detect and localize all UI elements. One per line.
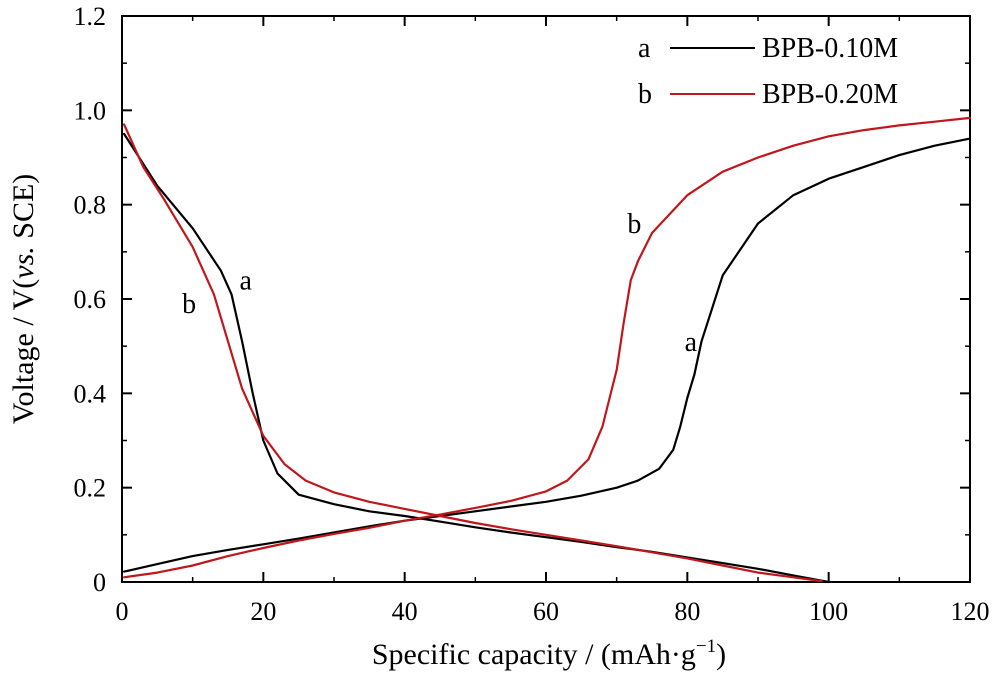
curve-label-b: b	[627, 209, 641, 240]
legend-label-a: BPB-0.10M	[762, 33, 898, 64]
curve-label-b: b	[182, 289, 196, 320]
y-tick-label: 0.2	[74, 474, 107, 503]
y-tick-label: 0	[93, 568, 106, 597]
y-tick-label: 1.0	[74, 96, 107, 125]
legend-key-a: a	[638, 33, 651, 64]
x-tick-label: 60	[533, 597, 559, 626]
y-tick-label: 0.6	[74, 285, 107, 314]
axis-ticks	[121, 15, 971, 583]
x-tick-label: 100	[809, 597, 848, 626]
curve-label-a: a	[239, 266, 252, 297]
tick-labels: 0 20 40 60 80 100 120 0 0.2 0.4 0.6 0.8 1.0 1.2	[74, 2, 990, 626]
x-axis-title-tail: )	[716, 638, 726, 671]
x-tick-label: 80	[674, 597, 700, 626]
y-axis-title-post: SCE)	[7, 174, 40, 247]
curve-a-charge	[123, 137, 972, 573]
y-tick-label: 0.8	[74, 191, 107, 220]
x-axis-title-main: Specific capacity / (mAh·g	[372, 638, 696, 671]
y-axis-title-pre: Voltage / V(	[7, 279, 40, 425]
curve-label-a: a	[685, 327, 698, 358]
legend-label-b: BPB-0.20M	[762, 79, 898, 110]
y-tick-label: 1.2	[74, 2, 107, 31]
y-tick-label: 0.4	[74, 379, 107, 408]
x-tick-label: 20	[250, 597, 276, 626]
x-axis-title-sup: −1	[696, 636, 716, 657]
x-tick-label: 0	[116, 597, 129, 626]
curve-a-discharge	[123, 132, 830, 584]
y-axis-title-italic: vs.	[7, 246, 40, 279]
legend-key-b: b	[638, 79, 652, 110]
curve-b-discharge	[123, 123, 823, 583]
x-tick-label: 40	[392, 597, 418, 626]
curve-b-charge	[123, 116, 972, 579]
legend: a BPB-0.10M b BPB-0.20M	[638, 33, 898, 110]
curve-labels: a b b a	[182, 209, 698, 358]
curves	[123, 116, 972, 584]
x-tick-label: 120	[951, 597, 990, 626]
x-axis-title: Specific capacity / (mAh·g−1)	[372, 636, 726, 671]
y-axis-title: Voltage / V(vs. SCE)	[7, 174, 40, 425]
